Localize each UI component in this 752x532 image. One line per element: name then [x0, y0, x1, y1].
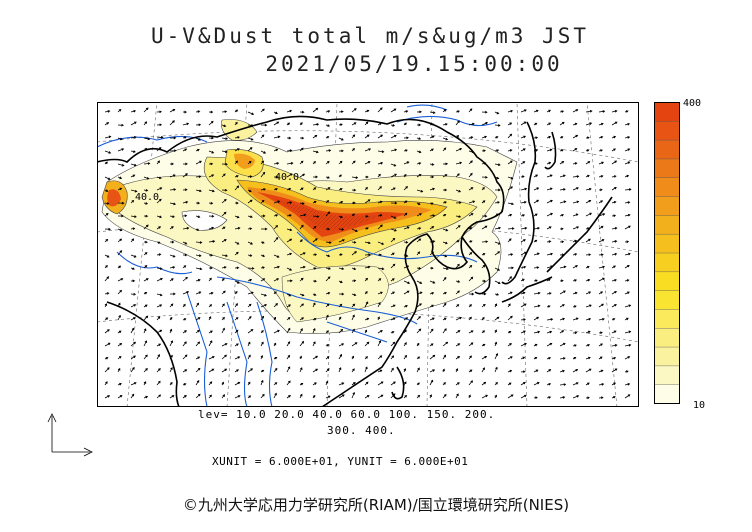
color-scale-band — [654, 347, 680, 367]
chart-datetime: 2021/05/19.15:00:00 — [265, 52, 563, 76]
color-scale-band — [654, 196, 680, 216]
vector-unit-axes — [47, 413, 93, 457]
color-scale-band — [654, 384, 680, 404]
color-scale-band — [654, 328, 680, 348]
color-scale-band — [654, 121, 680, 141]
contour-label-north: 40.0 — [275, 172, 299, 183]
dust-map: 40.0 40.0 — [97, 102, 639, 407]
color-scale-band — [654, 158, 680, 179]
color-scale-band — [654, 271, 680, 291]
color-scale-band — [654, 215, 680, 235]
chart-title: U-V&Dust total m/s&ug/m3 JST — [150, 24, 589, 48]
contour-levels-line2: 300. 400. — [327, 424, 396, 437]
contour-label-west: 40.0 — [135, 192, 159, 203]
color-scale-band — [654, 290, 680, 310]
vector-units-text: XUNIT = 6.000E+01, YUNIT = 6.000E+01 — [212, 455, 469, 468]
color-scale-bar — [654, 102, 680, 404]
scale-min-label: 10 — [693, 400, 706, 411]
color-scale-band — [654, 309, 680, 329]
color-scale-band — [654, 102, 680, 122]
dust-concentration-fill — [101, 119, 518, 334]
copyright-notice: ©九州大学応用力学研究所(RIAM)/国立環境研究所(NIES) — [182, 496, 570, 514]
wind-vectors — [104, 107, 639, 400]
contour-levels-line1: lev= 10.0 20.0 40.0 60.0 100. 150. 200. — [198, 408, 496, 421]
color-scale-band — [654, 140, 680, 160]
color-scale-band — [654, 253, 680, 273]
color-scale-band — [654, 234, 680, 254]
scale-max-label: 400 — [683, 98, 702, 109]
color-scale-band — [654, 177, 680, 197]
color-scale-band — [654, 365, 680, 385]
